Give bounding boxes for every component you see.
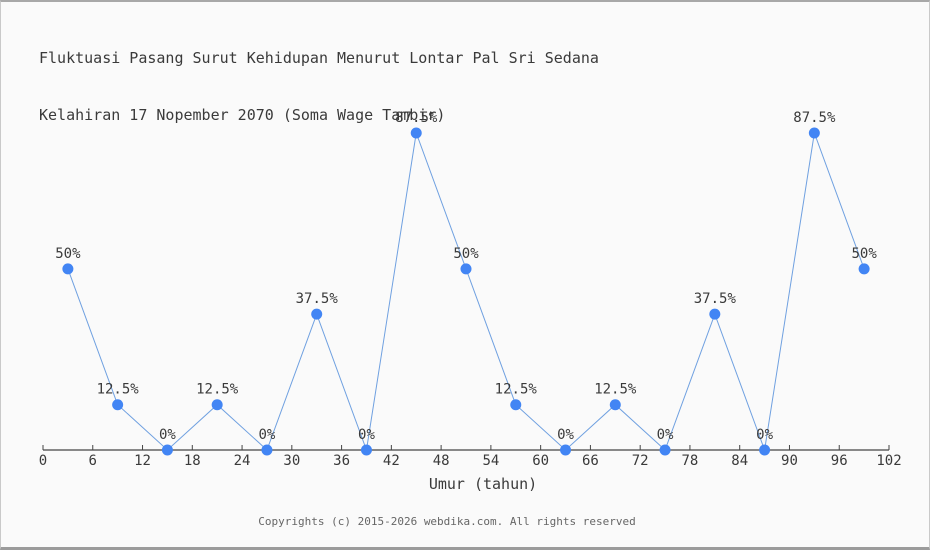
data-point-label: 37.5% (694, 291, 737, 307)
data-point (410, 127, 422, 139)
data-point (808, 127, 820, 139)
data-point (709, 308, 721, 320)
data-point (460, 263, 472, 275)
copyright-text: Copyrights (c) 2015-2026 webdika.com. Al… (258, 515, 636, 528)
data-point-label: 0% (657, 427, 674, 443)
data-point-label: 87.5% (395, 110, 438, 126)
x-tick-label: 48 (433, 453, 450, 469)
x-tick-label: 60 (532, 453, 549, 469)
data-point (609, 399, 621, 411)
data-point (510, 399, 522, 411)
data-point-label: 12.5% (495, 382, 538, 398)
data-point-label: 37.5% (296, 291, 339, 307)
data-point-label: 0% (159, 427, 176, 443)
data-point-label: 0% (557, 427, 574, 443)
data-point (560, 444, 572, 456)
x-tick-label: 90 (781, 453, 798, 469)
data-point-label: 0% (259, 427, 276, 443)
x-tick-label: 66 (582, 453, 599, 469)
x-tick-label: 18 (184, 453, 201, 469)
x-tick-label: 42 (383, 453, 400, 469)
x-tick-label: 24 (234, 453, 251, 469)
chart-title-line2: Kelahiran 17 Nopember 2070 (Soma Wage Ta… (39, 106, 446, 124)
x-tick-label: 30 (283, 453, 300, 469)
chart-title: Fluktuasi Pasang Surut Kehidupan Menurut… (39, 11, 599, 163)
data-point-label: 0% (358, 427, 375, 443)
data-point-label: 87.5% (793, 110, 836, 126)
data-point-label: 50% (453, 246, 479, 262)
x-axis-title: Umur (tahun) (428, 475, 538, 493)
x-tick-label: 6 (89, 453, 97, 469)
x-tick-label: 96 (831, 453, 848, 469)
x-tick-label: 84 (731, 453, 748, 469)
data-point (858, 263, 870, 275)
data-point (311, 308, 323, 320)
data-point (62, 263, 74, 275)
data-point (659, 444, 671, 456)
chart-title-line1: Fluktuasi Pasang Surut Kehidupan Menurut… (39, 49, 599, 67)
x-tick-label: 78 (682, 453, 699, 469)
data-point (211, 399, 223, 411)
data-point-label: 50% (55, 246, 81, 262)
data-point (161, 444, 173, 456)
x-tick-label: 12 (134, 453, 151, 469)
data-point (759, 444, 771, 456)
x-tick-label: 102 (876, 453, 901, 469)
x-tick-label: 36 (333, 453, 350, 469)
line-series (67, 131, 865, 452)
data-point (360, 444, 372, 456)
x-tick-label: 72 (632, 453, 649, 469)
data-point-label: 50% (851, 246, 877, 262)
x-tick-label: 0 (39, 453, 47, 469)
x-tick-label: 54 (482, 453, 499, 469)
data-point-label: 12.5% (97, 382, 140, 398)
data-point-label: 12.5% (196, 382, 239, 398)
data-point (112, 399, 124, 411)
data-point-label: 12.5% (594, 382, 637, 398)
data-point-label: 0% (756, 427, 773, 443)
data-point (261, 444, 273, 456)
